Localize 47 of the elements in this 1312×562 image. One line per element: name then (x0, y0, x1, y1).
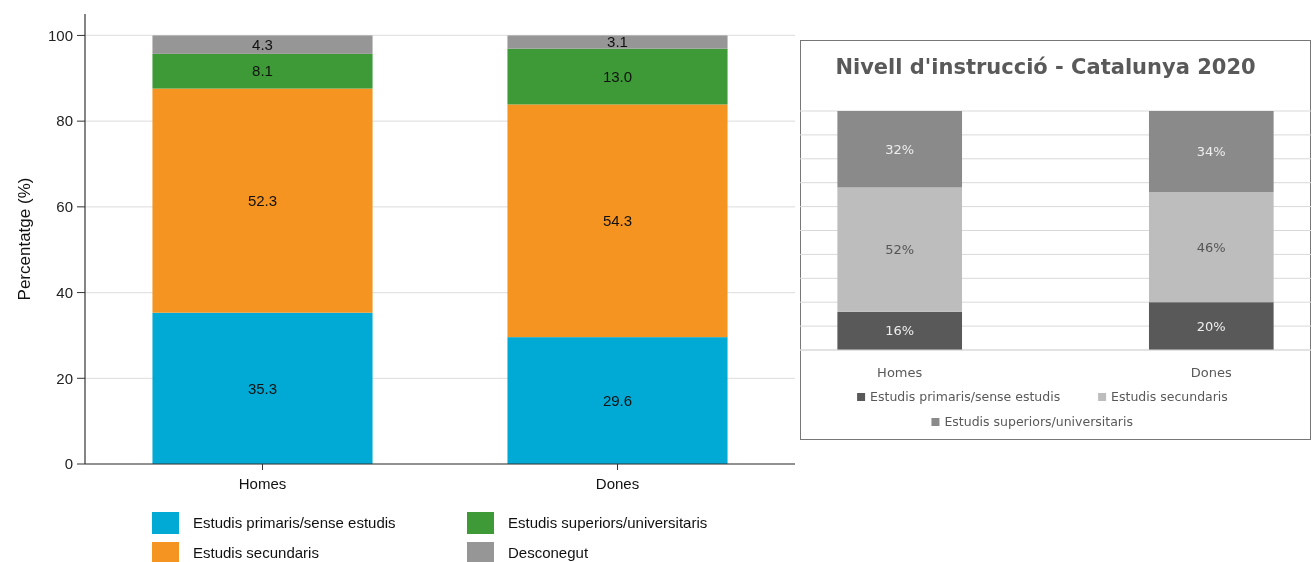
bar (507, 104, 728, 338)
legend-label: Desconegut (508, 544, 589, 562)
data-label: 34% (1196, 144, 1226, 160)
bar (837, 311, 963, 350)
data-label: 16% (885, 323, 915, 339)
data-label: 3.1 (607, 33, 628, 51)
data-label: 54.3 (602, 212, 633, 230)
chart-title: Nivell d'instrucció - Catalunya 2020 (835, 55, 1256, 79)
bar (152, 312, 373, 464)
x-tick-label: Dones (595, 475, 640, 492)
data-label: 52% (885, 242, 915, 258)
data-label: 32% (885, 141, 915, 157)
bar (837, 187, 963, 312)
y-tick-label: 0 (64, 455, 73, 473)
y-tick-label: 80 (56, 112, 73, 130)
data-label: 8.1 (252, 62, 273, 80)
legend-label: Estudis primaris/sense estudis (870, 389, 1061, 405)
bar (1148, 111, 1274, 193)
y-axis-title: Percentatge (%) (15, 177, 34, 301)
data-label: 52.3 (247, 191, 278, 209)
bar (152, 35, 373, 54)
bar (507, 48, 728, 105)
legend-label: Estudis primaris/sense estudis (193, 514, 396, 532)
legend-label: Estudis secundaris (1111, 389, 1228, 405)
y-tick-label: 20 (56, 369, 73, 387)
bar (152, 88, 373, 313)
data-label: 29.6 (602, 391, 633, 409)
data-label: 20% (1196, 318, 1226, 334)
y-tick-label: 40 (56, 283, 73, 301)
data-label: 35.3 (247, 379, 278, 397)
data-label: 4.3 (252, 35, 273, 53)
legend-label: Estudis secundaris (193, 544, 319, 562)
legend-label: Estudis superiors/universitaris (508, 514, 708, 532)
bar (507, 35, 728, 49)
legend-label: Estudis superiors/universitaris (944, 414, 1133, 430)
x-tick-label: Dones (1190, 365, 1232, 380)
bar (1148, 192, 1274, 303)
y-tick-label: 60 (56, 198, 73, 216)
x-tick-label: Homes (238, 475, 287, 492)
data-label: 13.0 (602, 67, 633, 85)
bar (507, 337, 728, 464)
bar (1148, 302, 1274, 350)
data-label: 46% (1196, 239, 1226, 255)
y-tick-label: 100 (47, 26, 73, 44)
bar (837, 111, 963, 188)
bar (152, 53, 373, 89)
x-tick-label: Homes (877, 365, 923, 380)
